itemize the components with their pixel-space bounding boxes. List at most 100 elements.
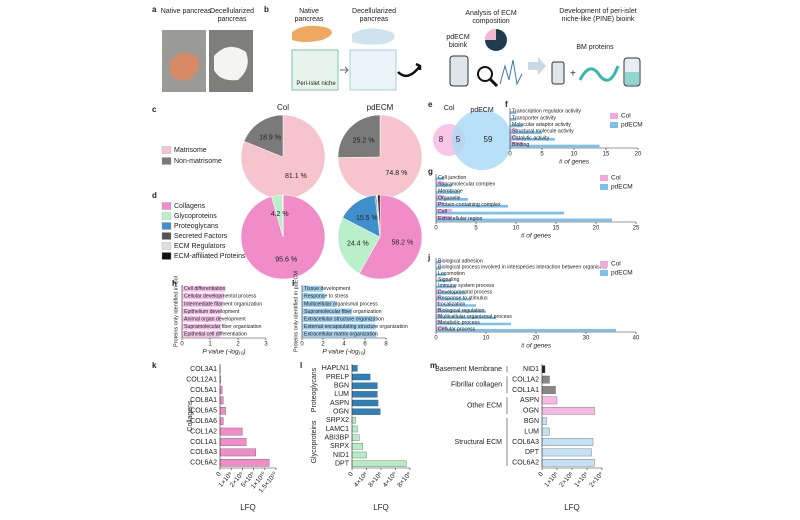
bar bbox=[219, 427, 243, 436]
legend-swatch bbox=[610, 113, 618, 119]
category-label: Tissue development bbox=[304, 286, 351, 292]
group-label: Proteoglycans bbox=[311, 367, 318, 412]
bar bbox=[436, 298, 471, 301]
legend-label: Col bbox=[611, 175, 621, 182]
category-label: Localization bbox=[438, 302, 466, 308]
legend-swatch bbox=[161, 146, 172, 154]
bar bbox=[436, 279, 451, 283]
pie-slice bbox=[337, 114, 381, 158]
bar bbox=[436, 328, 616, 332]
pie-slice bbox=[240, 114, 326, 200]
pie-label: 4.2 % bbox=[271, 211, 289, 218]
tissue bbox=[214, 46, 248, 81]
panel-letter: e bbox=[428, 100, 433, 109]
bar bbox=[436, 291, 466, 295]
bar bbox=[219, 459, 270, 467]
group-label: Glycoproteins bbox=[311, 420, 318, 463]
photo-label: Decellularized pancreas bbox=[210, 8, 254, 23]
legend-swatch bbox=[161, 232, 172, 240]
bar bbox=[182, 285, 226, 292]
pie-title: pdECM bbox=[367, 103, 394, 112]
bar bbox=[302, 300, 337, 307]
pie-label: 24.4 % bbox=[347, 240, 369, 247]
x-tick-label: 0 bbox=[537, 471, 545, 479]
bottle bbox=[551, 61, 565, 85]
x-tick-label: 0 bbox=[434, 336, 438, 342]
bm-proteins-icon bbox=[578, 65, 620, 82]
category-label: Supramolecular complex bbox=[438, 182, 495, 188]
pie-label: 25.2 % bbox=[353, 138, 375, 145]
bar bbox=[436, 289, 441, 292]
category-label: Protein-containing complex bbox=[438, 202, 501, 208]
panel-letter: g bbox=[428, 167, 433, 176]
niche-label: Peri-islet niche bbox=[296, 81, 336, 87]
pie-label: 81.1 % bbox=[285, 173, 307, 180]
arrow bbox=[397, 62, 422, 78]
x-tick-label: 20 bbox=[635, 152, 642, 158]
bar bbox=[302, 293, 326, 300]
category-label: Biological regulation bbox=[438, 308, 485, 314]
bar bbox=[351, 460, 407, 467]
pie-slice bbox=[337, 114, 423, 200]
bar bbox=[510, 128, 517, 132]
legend-swatch bbox=[161, 212, 172, 220]
bar bbox=[436, 320, 441, 323]
bar bbox=[436, 273, 446, 276]
x-tick-label: 1 bbox=[208, 342, 212, 348]
category-label: NID1 bbox=[333, 452, 349, 459]
panel-letter: i bbox=[292, 279, 294, 288]
x-tick-label: 2 bbox=[236, 342, 240, 348]
legend-swatch bbox=[600, 175, 608, 181]
panel-letter: c bbox=[152, 105, 157, 114]
x-tick-label: 6 bbox=[363, 342, 367, 348]
venn-count: 59 bbox=[484, 135, 493, 144]
bar bbox=[436, 322, 511, 326]
bar bbox=[351, 417, 356, 424]
bar bbox=[436, 295, 441, 299]
bar bbox=[302, 323, 376, 330]
category-label: Epithelial cell differentiation bbox=[184, 332, 247, 338]
bar bbox=[541, 375, 550, 384]
category-label: Supramolecular fiber organization bbox=[304, 309, 382, 315]
plus: + bbox=[570, 69, 576, 80]
magnifier bbox=[488, 77, 499, 88]
category-label: BGN bbox=[334, 383, 349, 390]
group-label: Other ECM bbox=[467, 402, 502, 409]
bar bbox=[182, 293, 224, 300]
legend-label: Secreted Factors bbox=[174, 233, 228, 240]
category-label: SRPX2 bbox=[326, 417, 349, 424]
photo-label: Native pancreas bbox=[160, 8, 212, 15]
x-tick-label: 10 bbox=[571, 152, 578, 158]
step-label: Development of peri-islet niche-like (PI… bbox=[559, 8, 637, 23]
category-label: COL6A2 bbox=[190, 460, 217, 467]
category-label: COL1A2 bbox=[512, 376, 539, 383]
bar bbox=[541, 365, 546, 373]
legend-label: Glycoproteins bbox=[174, 213, 217, 220]
legend-label: pdECM bbox=[621, 122, 643, 129]
category-label: COL3A1 bbox=[190, 366, 217, 373]
category-label: Response to stimulus bbox=[438, 295, 488, 301]
x-tick-label: 2×10⁸ bbox=[558, 471, 575, 489]
category-label: Intermediate filament organization bbox=[184, 301, 262, 307]
legend-swatch bbox=[600, 184, 608, 190]
category-label: Multicellular organismal process bbox=[438, 314, 512, 320]
category-label: COL1A1 bbox=[190, 439, 217, 446]
x-tick-label: 0 bbox=[508, 152, 512, 158]
bar bbox=[436, 195, 444, 198]
bar bbox=[436, 314, 441, 317]
category-label: Multicellular organismal process bbox=[304, 301, 378, 307]
x-axis-label: LFQ bbox=[240, 503, 256, 512]
pie-slice bbox=[377, 194, 381, 238]
panel-letter: f bbox=[505, 100, 508, 109]
category-label: COL6A5 bbox=[190, 408, 217, 415]
bar bbox=[436, 198, 468, 201]
x-tick-label: 15 bbox=[553, 226, 560, 232]
panel-letter: b bbox=[264, 5, 269, 14]
bar bbox=[302, 316, 376, 323]
venn-count: 8 bbox=[439, 135, 444, 144]
pie-label: 58.2 % bbox=[391, 240, 413, 247]
x-tick-label: 0 bbox=[347, 471, 355, 479]
x-axis-label: P value (-log₁₀) bbox=[322, 349, 365, 356]
arrow bbox=[528, 57, 546, 75]
